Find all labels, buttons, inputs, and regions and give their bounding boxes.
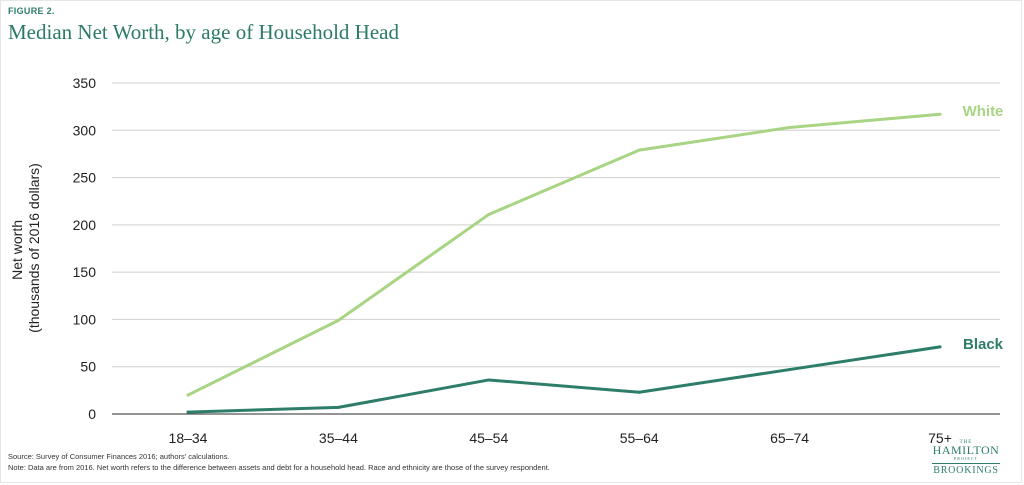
data-point-white xyxy=(336,318,340,322)
y-tick-label: 300 xyxy=(73,122,97,138)
source-note: Source: Survey of Consumer Finances 2016… xyxy=(8,452,230,461)
logo-the: THE xyxy=(959,440,973,445)
series-label-white: White xyxy=(963,103,1004,120)
data-point-white xyxy=(487,212,491,216)
hamilton-brookings-logo: THE HAMILTON PROJECT BROOKINGS xyxy=(926,440,1006,476)
y-tick-label: 150 xyxy=(73,264,97,280)
x-tick-label: 65–74 xyxy=(770,430,809,446)
y-axis-title-line1: Net worth xyxy=(9,220,25,280)
y-axis-title: Net worth (thousands of 2016 dollars) xyxy=(9,163,42,333)
data-point-white xyxy=(788,125,792,129)
x-tick-labels: 18–34 35–44 45–54 55–64 65–74 75+ xyxy=(169,430,952,446)
figure-label: FIGURE 2. xyxy=(8,6,55,16)
y-tick-labels: 0 50 100 150 200 250 300 350 xyxy=(73,75,97,422)
logo-brookings: BROOKINGS xyxy=(933,465,999,476)
data-point-black xyxy=(186,410,190,414)
x-tick-label: 75+ xyxy=(928,430,952,446)
data-point-black xyxy=(336,405,340,409)
y-tick-label: 0 xyxy=(88,406,96,422)
x-tick-label: 45–54 xyxy=(469,430,508,446)
series-labels: White Black xyxy=(963,103,1004,353)
data-point-black xyxy=(938,345,942,349)
x-tick-label: 18–34 xyxy=(169,430,208,446)
data-point-white xyxy=(938,112,942,116)
x-tick-label: 35–44 xyxy=(319,430,358,446)
y-tick-label: 50 xyxy=(80,359,96,375)
y-axis-title-line2: (thousands of 2016 dollars) xyxy=(26,163,42,333)
data-point-black xyxy=(487,378,491,382)
x-tick-label: 55–64 xyxy=(620,430,659,446)
logo-project: PROJECT xyxy=(954,456,978,461)
y-tick-label: 250 xyxy=(73,170,97,186)
data-point-black xyxy=(637,390,641,394)
y-tick-label: 100 xyxy=(73,311,97,327)
data-note: Note: Data are from 2016. Net worth refe… xyxy=(8,463,550,472)
data-point-white xyxy=(637,148,641,152)
gridlines xyxy=(112,82,1000,415)
data-point-black xyxy=(788,368,792,372)
y-tick-label: 350 xyxy=(73,75,97,91)
logo-hamilton: HAMILTON xyxy=(932,443,1000,457)
series-label-black: Black xyxy=(963,336,1004,353)
series-lines xyxy=(186,112,942,414)
series-line-black xyxy=(186,345,942,414)
chart-title: Median Net Worth, by age of Household He… xyxy=(8,20,399,44)
data-point-white xyxy=(186,393,190,397)
y-tick-label: 200 xyxy=(73,217,97,233)
logo-rule xyxy=(932,463,1000,464)
series-line-white xyxy=(186,112,942,397)
